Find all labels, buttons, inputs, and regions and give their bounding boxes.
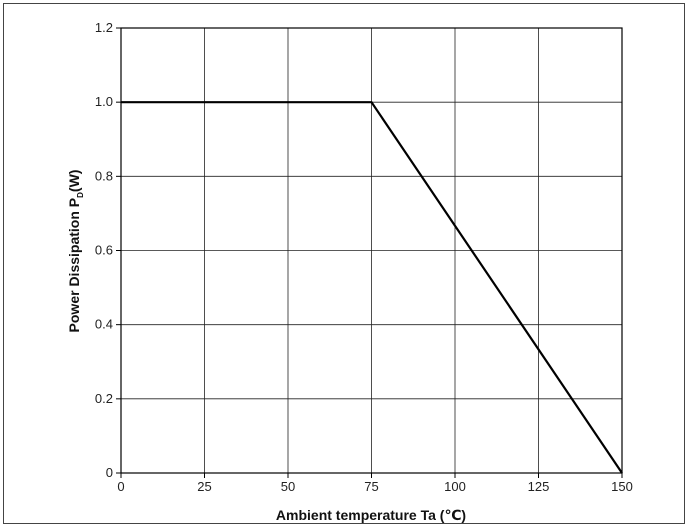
x-tick-label: 150 [611,479,633,494]
x-tick-label: 125 [528,479,550,494]
derating-curve [121,101,623,474]
y-axis-title: Power Dissipation PD(W) [66,170,85,333]
y-tick-label: 0.8 [95,168,113,183]
y-axis-title-subscript: D [76,192,85,198]
x-tick-label: 50 [281,479,295,494]
y-tick-label: 0.4 [95,317,113,332]
x-ticks: 0 25 50 75 100 125 150 [117,473,633,494]
x-tick-label: 75 [364,479,378,494]
figure-frame [3,3,685,524]
y-axis-title-unit: (W) [66,170,82,193]
y-tick-label: 1.2 [95,20,113,35]
y-tick-label: 0.6 [95,243,113,258]
y-ticks: 0 0.2 0.4 0.6 0.8 1.0 1.2 [95,20,121,480]
y-tick-label: 0 [106,465,113,480]
x-tick-label: 100 [444,479,466,494]
x-axis-title: Ambient temperature Ta (℃) [276,507,466,523]
series-lines [121,101,623,474]
y-tick-label: 0.2 [95,391,113,406]
y-tick-label: 1.0 [95,94,113,109]
y-axis-title-main: Power Dissipation P [66,198,82,333]
x-tick-label: 25 [197,479,211,494]
x-tick-label: 0 [117,479,124,494]
grid-lines [120,27,623,474]
